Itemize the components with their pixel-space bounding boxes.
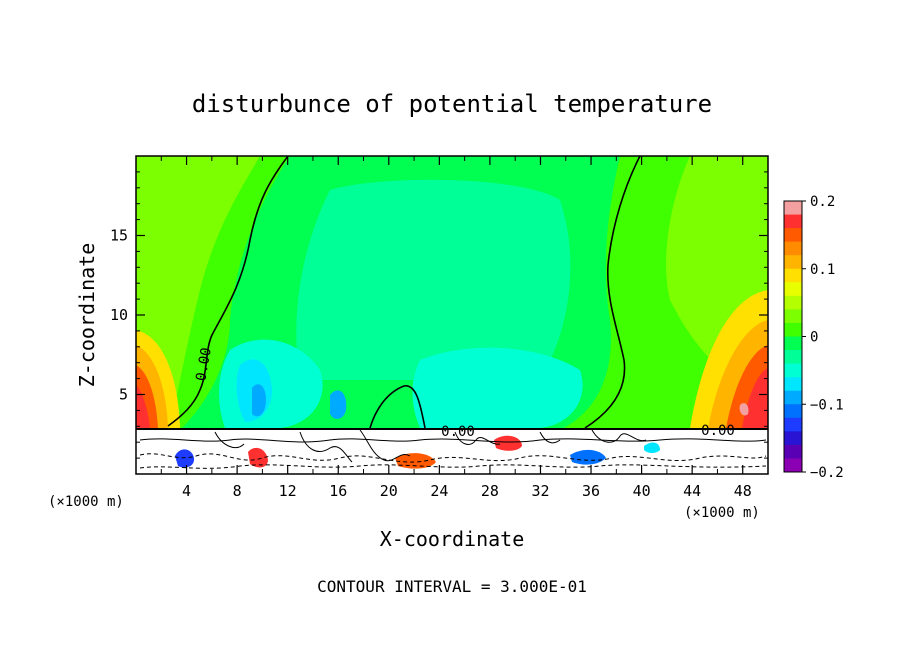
field-right-peak: [739, 403, 749, 416]
y-tick-label: 15: [110, 227, 128, 245]
field-cyan-pocket-c: [412, 347, 583, 428]
colorbar-swatch: [784, 377, 802, 392]
colorbar: 0.2 0.1 0 −0.1 −0.2: [783, 194, 844, 481]
terrain-pocket-3: [395, 453, 436, 469]
colorbar-swatch: [784, 309, 802, 324]
colorbar-tick-label: −0.1: [810, 397, 844, 413]
terrain-pocket-2: [248, 447, 268, 468]
x-tick-label: 20: [380, 482, 398, 500]
y-tick-label: 5: [119, 386, 128, 404]
field-right-core: [742, 368, 768, 428]
x-tick-label: 4: [182, 482, 191, 500]
colorbar-swatch: [784, 201, 802, 216]
x-unit-right: (×1000 m): [684, 505, 760, 521]
zero-contour-left: [167, 156, 289, 427]
colorbar-swatch: [784, 458, 802, 473]
colorbar-swatch: [784, 255, 802, 270]
terrain-contours: [139, 429, 767, 469]
x-tick-label: 40: [633, 482, 651, 500]
colorbar-swatch: [784, 404, 802, 419]
x-tick-label: 48: [734, 482, 752, 500]
x-tick-label: 32: [531, 482, 549, 500]
colorbar-swatch: [784, 228, 802, 243]
colorbar-swatch: [784, 295, 802, 310]
x-axis-title: X-coordinate: [380, 527, 525, 551]
zero-contour-mid: [369, 385, 426, 429]
zero-contours: [167, 156, 641, 429]
x-tick-label: 36: [582, 482, 600, 500]
field-blue-spot-a: [252, 384, 266, 417]
plot-area: 0.00 0.00 0.00: [136, 156, 768, 474]
terrain-pocket-6: [644, 442, 660, 453]
y-axis: 5 10 15: [110, 171, 768, 459]
field-interior-green-2: [296, 179, 571, 380]
x-tick-label: 44: [683, 482, 701, 500]
x-tick-label: 24: [430, 482, 448, 500]
terrain-pocket-5: [570, 449, 606, 465]
colorbar-tick-label: 0.1: [810, 262, 835, 278]
contour-interval-note: CONTOUR INTERVAL = 3.000E-01: [317, 577, 587, 596]
colorbar-swatch: [784, 444, 802, 459]
y-axis-title: Z-coordinate: [75, 243, 99, 388]
contour-label-left: 0.00: [193, 346, 215, 382]
colorbar-swatch: [784, 431, 802, 446]
colorbar-swatch: [784, 214, 802, 229]
x-tick-label: 28: [481, 482, 499, 500]
field-left-core: [136, 385, 150, 428]
colorbar-swatch: [784, 322, 802, 337]
colorbar-tick-label: 0.2: [810, 194, 835, 210]
colorbar-swatch: [784, 282, 802, 297]
x-axis: 4 8 12 16 20 24 28 32 36 40 44 48: [160, 156, 752, 500]
contour-label-mid: 0.00: [441, 424, 475, 440]
x-tick-label: 12: [279, 482, 297, 500]
colorbar-swatch: [784, 350, 802, 365]
colorbar-tick-label: 0: [810, 330, 818, 346]
field-blue-spot-b: [330, 390, 347, 419]
colorbar-tick-label: −0.2: [810, 465, 844, 481]
chart-title: disturbunce of potential temperature: [192, 90, 712, 118]
x-tick-label: 16: [329, 482, 347, 500]
y-tick-label: 10: [110, 306, 128, 324]
terrain-pocket-1: [175, 449, 195, 468]
colorbar-swatch: [784, 417, 802, 432]
zero-contour-right: [584, 156, 641, 429]
colorbar-swatch: [784, 268, 802, 283]
terrain-pocket-4: [494, 435, 522, 451]
colorbar-swatch: [784, 241, 802, 256]
x-tick-label: 8: [233, 482, 242, 500]
contour-label-right: 0.00: [701, 423, 735, 439]
colorbar-swatch: [784, 390, 802, 405]
colorbar-swatch: [784, 336, 802, 351]
x-unit-left: (×1000 m): [48, 494, 124, 510]
colorbar-swatch: [784, 363, 802, 378]
